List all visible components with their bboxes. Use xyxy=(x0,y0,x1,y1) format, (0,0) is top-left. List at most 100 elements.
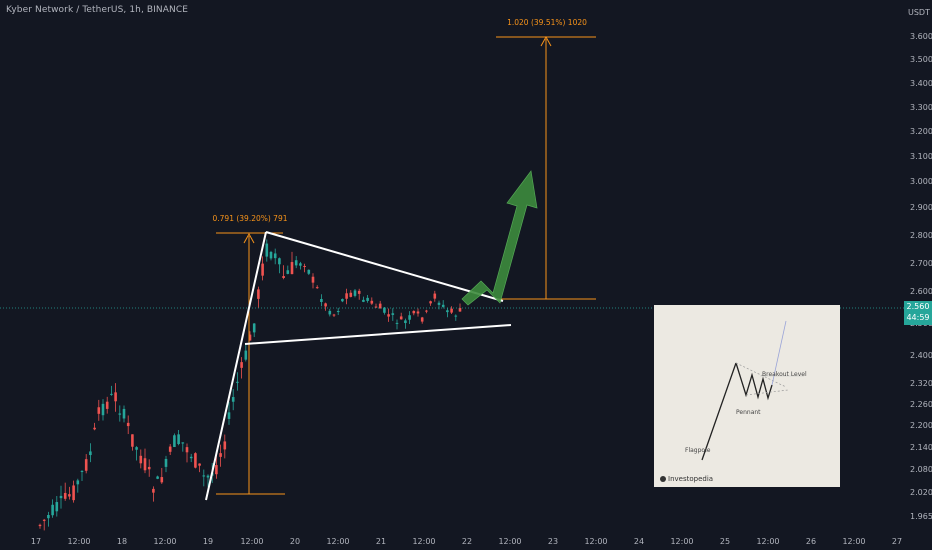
candle-body xyxy=(164,458,168,467)
candle-body xyxy=(110,393,113,395)
candle-body xyxy=(395,322,399,324)
time-tick: 12:00 xyxy=(670,537,694,546)
candle-body xyxy=(59,495,63,499)
chart-title: Kyber Network / TetherUS, 1h, BINANCE xyxy=(6,5,188,15)
candle-body xyxy=(72,485,75,501)
candle-body xyxy=(177,434,180,445)
price-tick: 3.600 xyxy=(910,32,932,41)
breakout-level-label: Breakout Level xyxy=(762,371,807,378)
candle-body xyxy=(294,260,298,266)
candle-body xyxy=(252,323,256,333)
candle-body xyxy=(349,292,353,297)
time-tick: 21 xyxy=(375,537,387,546)
candle-body xyxy=(399,316,403,320)
candle-body xyxy=(265,243,269,257)
candle-body xyxy=(374,306,378,308)
price-tick: 2.700 xyxy=(910,259,932,268)
candle-body xyxy=(152,488,155,493)
target-measure[interactable] xyxy=(496,35,596,300)
candle-body xyxy=(286,270,290,274)
candle-body xyxy=(315,287,319,289)
flagpole-label: Flagpole xyxy=(685,447,711,454)
candle-body xyxy=(278,258,281,265)
candle-body xyxy=(173,435,176,448)
time-tick: 12:00 xyxy=(326,537,350,546)
price-tick: 3.000 xyxy=(910,177,932,186)
time-tick: 25 xyxy=(719,537,731,546)
candle-body xyxy=(118,413,122,415)
pennant-diagram: Breakout Level Pennant Flagpole Investop… xyxy=(654,305,840,487)
candle-body xyxy=(122,408,126,419)
candle-body xyxy=(353,290,357,296)
candle-body xyxy=(143,458,147,471)
candle-body xyxy=(227,412,231,419)
candle-body xyxy=(198,463,201,466)
price-tick: 2.020 xyxy=(910,488,932,497)
pennant-upper-line[interactable] xyxy=(265,231,504,302)
candle-body xyxy=(450,308,453,313)
price-tick: 2.140 xyxy=(910,443,932,452)
candle-body xyxy=(446,310,449,313)
candle-body xyxy=(76,480,80,485)
candle-body xyxy=(357,290,361,294)
candle-body xyxy=(261,263,264,276)
candle-body xyxy=(156,476,159,479)
breakout-arrow[interactable] xyxy=(461,170,538,306)
candle-body xyxy=(189,456,193,459)
candle-body xyxy=(139,455,143,464)
candle-body xyxy=(244,350,248,360)
time-tick: 12:00 xyxy=(842,537,866,546)
candle-body xyxy=(80,470,84,472)
price-tick: 3.500 xyxy=(910,55,932,64)
candle-body xyxy=(185,447,189,453)
candle-body xyxy=(366,297,369,301)
candle-body xyxy=(412,310,416,314)
candle-body xyxy=(383,307,386,313)
candle-body xyxy=(181,442,185,444)
time-tick: 12:00 xyxy=(498,537,522,546)
candle-body xyxy=(101,403,105,416)
candle-body xyxy=(269,251,273,259)
candle-body xyxy=(332,314,336,316)
flagpole-measure-label: 0.791 (39.20%) 791 xyxy=(212,214,288,223)
candle-body xyxy=(38,524,42,527)
flagpole-line[interactable] xyxy=(205,231,267,501)
candles xyxy=(38,239,462,531)
candle-body xyxy=(433,293,437,299)
candle-body xyxy=(51,504,54,516)
candle-body xyxy=(97,407,101,414)
time-tick: 23 xyxy=(547,537,559,546)
candle-body xyxy=(429,301,432,304)
candle-body xyxy=(345,293,348,299)
price-tick: 2.200 xyxy=(910,421,932,430)
price-tick: 2.800 xyxy=(910,231,932,240)
candle-body xyxy=(55,502,59,512)
current-price: 2.560 xyxy=(906,302,930,311)
candle-body xyxy=(84,459,88,471)
countdown: 44:59 xyxy=(906,313,930,322)
pennant-lower-line[interactable] xyxy=(244,324,512,345)
candle-body xyxy=(147,466,151,470)
candle-body xyxy=(404,320,407,324)
candle-body xyxy=(282,276,285,278)
candle-body xyxy=(168,446,172,452)
candle-body xyxy=(408,315,411,320)
candle-body xyxy=(299,263,302,266)
candle-body xyxy=(93,427,96,430)
candle-body xyxy=(320,298,323,303)
price-tick: 3.200 xyxy=(910,127,932,136)
candle-body xyxy=(303,265,306,267)
price-tick: 2.320 xyxy=(910,379,932,388)
time-tick: 24 xyxy=(633,537,645,546)
candle-body xyxy=(290,262,294,275)
price-tick: 1.965 xyxy=(910,512,932,521)
candle-body xyxy=(257,289,260,299)
time-tick: 19 xyxy=(202,537,214,546)
time-tick: 18 xyxy=(116,537,128,546)
candle-body xyxy=(202,475,206,477)
flagpole-measure[interactable] xyxy=(216,232,285,495)
time-tick: 26 xyxy=(805,537,817,546)
candle-body xyxy=(105,401,109,409)
